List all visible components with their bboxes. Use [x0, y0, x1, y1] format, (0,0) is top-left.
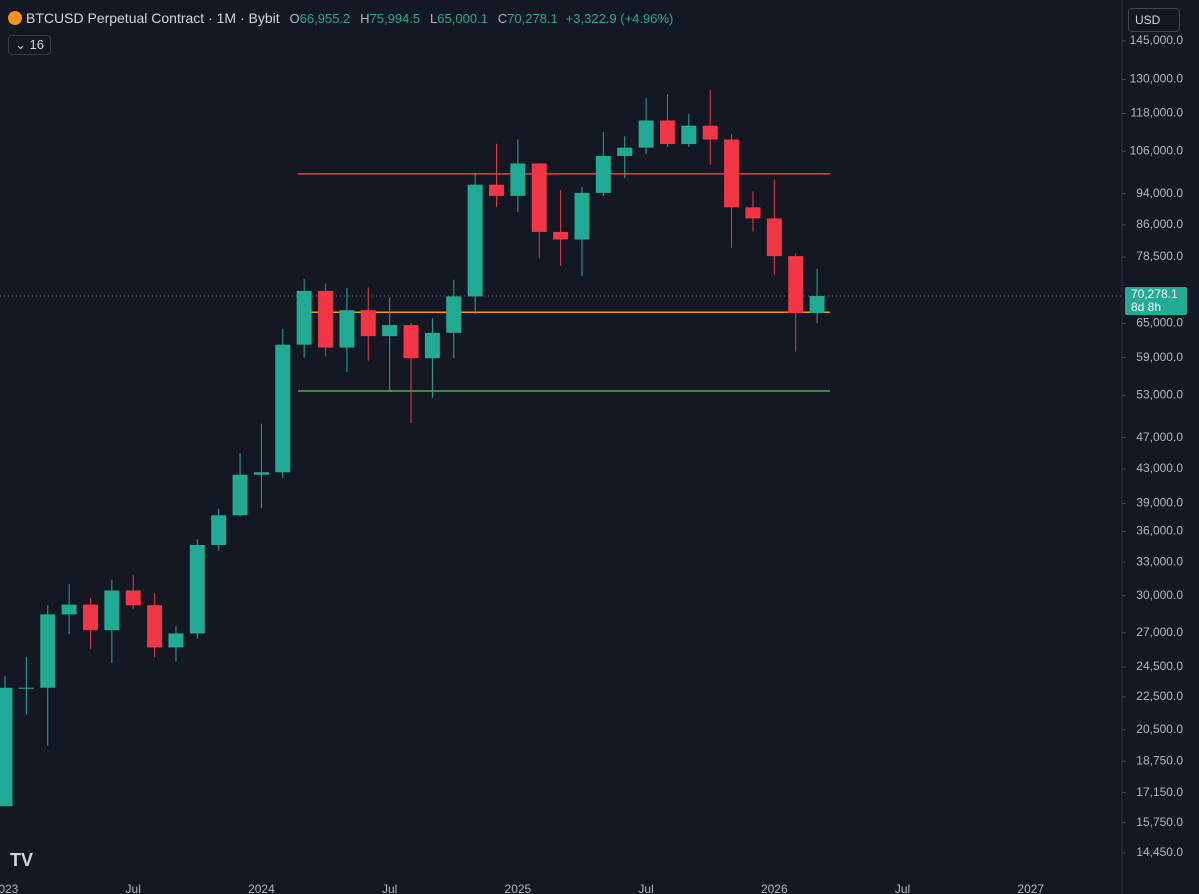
candle-body — [724, 139, 740, 208]
x-tick-label: Jul — [895, 882, 910, 894]
ohlc-key: H — [360, 11, 370, 26]
candle-body — [681, 125, 697, 145]
y-tick-label: 130,000.0 — [1130, 72, 1184, 86]
candle-body — [382, 325, 398, 337]
y-tick-label: 43,000.0 — [1136, 461, 1183, 475]
y-tick-label: 86,000.0 — [1136, 217, 1183, 231]
y-tick-label: 47,000.0 — [1136, 430, 1183, 444]
y-tick-label: 30,000.0 — [1136, 588, 1183, 602]
candle-body — [702, 125, 718, 140]
y-tick-label: 22,500.0 — [1136, 689, 1183, 703]
y-tick-label: 15,750.0 — [1136, 815, 1183, 829]
logo: TV — [10, 850, 34, 870]
y-tick-label: 145,000.0 — [1130, 33, 1184, 47]
candle-body — [446, 296, 462, 333]
candle-body — [168, 633, 184, 648]
price-tag-label: 70,278.1 — [1131, 287, 1178, 301]
candle-body — [809, 295, 825, 314]
candle-body — [0, 687, 13, 807]
candle-body — [467, 184, 483, 297]
x-tick-label: Jul — [126, 882, 141, 894]
candle-body — [82, 604, 98, 631]
symbol: BTCUSD Perpetual Contract · 1M · Bybit — [26, 10, 280, 26]
candle-body — [296, 290, 312, 345]
ohlc-key: O — [289, 11, 300, 26]
candle-body — [318, 290, 334, 348]
y-tick-label: 118,000.0 — [1131, 106, 1184, 120]
currency-select[interactable]: USD — [1128, 8, 1180, 32]
price-tag-countdown: 8d 8h — [1131, 300, 1161, 314]
candle-body — [766, 218, 782, 257]
candle-body — [147, 605, 163, 648]
candle-body — [253, 472, 269, 475]
x-tick-label: Jul — [382, 882, 397, 894]
x-tick-label: 2026 — [761, 882, 788, 894]
coin-icon — [8, 11, 22, 25]
y-tick-label: 24,500.0 — [1136, 659, 1183, 673]
price-tag — [1125, 286, 1187, 315]
x-tick-label: Jul — [638, 882, 653, 894]
y-tick-label: 78,500.0 — [1136, 249, 1183, 263]
y-tick-label: 53,000.0 — [1136, 388, 1183, 402]
legend-header: BTCUSD Perpetual Contract · 1M · Bybit O… — [8, 10, 673, 26]
x-tick-label: 2024 — [248, 882, 275, 894]
x-tick-label: 2023 — [0, 882, 19, 894]
candle-body — [788, 256, 804, 314]
candle-body — [489, 184, 505, 196]
candle-body — [339, 310, 355, 348]
candle-body — [61, 604, 77, 615]
candle-body — [18, 687, 34, 689]
x-tick-label: 2025 — [505, 882, 532, 894]
candle-body — [659, 120, 675, 145]
candle-body — [553, 231, 569, 240]
y-tick-label: 14,450.0 — [1136, 845, 1183, 859]
y-tick-label: 65,000.0 — [1136, 316, 1183, 330]
candle-body — [595, 155, 611, 193]
candle-body — [510, 163, 526, 196]
y-tick-label: 94,000.0 — [1136, 186, 1183, 200]
candle-body — [104, 590, 120, 631]
candle-body — [232, 474, 248, 516]
indicator-count: 16 — [29, 37, 44, 52]
candle-body — [574, 192, 590, 240]
candle-body — [531, 163, 547, 232]
ohlc-key: L — [430, 11, 438, 26]
candle-body — [125, 590, 141, 606]
y-tick-label: 59,000.0 — [1136, 350, 1183, 364]
y-tick-label: 33,000.0 — [1136, 554, 1183, 568]
candle-body — [275, 344, 291, 473]
candle-body — [189, 544, 205, 634]
candle-body — [638, 120, 654, 148]
y-tick-label: 17,150.0 — [1136, 785, 1183, 799]
y-tick-label: 27,000.0 — [1136, 625, 1183, 639]
y-tick-label: 106,000.0 — [1130, 143, 1184, 157]
y-tick-label: 36,000.0 — [1136, 524, 1183, 538]
candle-body — [403, 325, 419, 359]
candle-body — [424, 332, 440, 359]
candle-body — [211, 515, 227, 545]
candle-body — [745, 207, 761, 219]
ohlc-value: 70,278.1 — [507, 11, 558, 26]
ohlc-value: 75,994.5 — [369, 11, 421, 26]
x-tick-label: 2027 — [1017, 882, 1044, 894]
change: +3,322.9 (+4.96%) — [565, 11, 674, 26]
candle-body — [617, 147, 633, 156]
y-tick-label: 18,750.0 — [1136, 753, 1183, 767]
candle-body — [40, 614, 56, 688]
y-tick-label: 20,500.0 — [1136, 722, 1183, 736]
indicator-toggle[interactable]: ⌄ 16 — [8, 35, 51, 55]
candle-body — [360, 310, 376, 337]
ohlc-value: 65,000.1 — [437, 11, 488, 26]
ohlc-key: C — [497, 11, 508, 26]
ohlc-value: 66,955.2 — [299, 11, 351, 26]
y-tick-label: 39,000.0 — [1136, 496, 1183, 510]
